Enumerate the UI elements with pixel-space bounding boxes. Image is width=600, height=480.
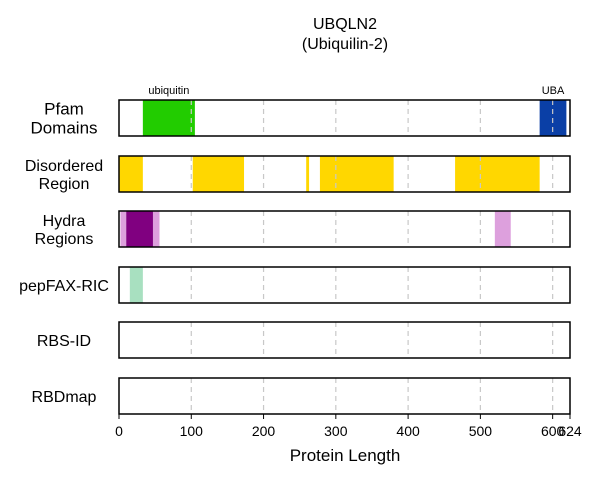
track-frame-4	[118, 321, 571, 359]
x-tick-label-6: 600	[541, 423, 565, 439]
track-frame-3	[118, 266, 571, 304]
x-tick-label-0: 0	[115, 423, 123, 439]
track-frame-2	[118, 210, 571, 248]
segment-2-1	[126, 211, 153, 247]
track-label-2-0: Hydra	[43, 213, 86, 230]
chart-title: UBQLN2	[313, 16, 377, 33]
x-tick-label-7: 624	[558, 423, 582, 439]
domain-label-0-1: UBA	[542, 85, 565, 97]
track-frame-0	[118, 99, 571, 137]
track-frame-5	[118, 377, 571, 415]
track-label-1-0: Disordered	[25, 158, 103, 175]
track-label-1-1: Region	[39, 176, 90, 193]
segment-1-1	[192, 156, 245, 192]
chart-subtitle: (Ubiquilin-2)	[302, 36, 388, 53]
track-label-0-0: Pfam	[44, 100, 84, 119]
segment-1-2	[306, 156, 310, 192]
track-label-3-0: pepFAX-RIC	[19, 278, 109, 295]
segment-0-0	[142, 100, 195, 136]
track-label-0-1: Domains	[30, 119, 97, 138]
segment-2-2	[152, 211, 160, 247]
x-axis-label: Protein Length	[290, 446, 401, 465]
track-label-2-1: Regions	[35, 231, 94, 248]
segment-1-4	[455, 156, 540, 192]
domain-label-0-0: ubiquitin	[148, 85, 189, 97]
track-label-5-0: RBDmap	[32, 389, 97, 406]
track-label-4-0: RBS-ID	[37, 333, 91, 350]
segment-1-3	[319, 156, 394, 192]
segment-2-0	[120, 211, 127, 247]
segment-2-3	[494, 211, 511, 247]
segment-1-0	[119, 156, 143, 192]
segment-3-0	[129, 267, 143, 303]
x-tick-label-3: 300	[324, 423, 348, 439]
x-tick-label-4: 400	[396, 423, 420, 439]
x-tick-label-5: 500	[469, 423, 493, 439]
track-frame-1	[118, 155, 571, 193]
x-tick-label-2: 200	[252, 423, 276, 439]
x-tick-label-1: 100	[180, 423, 204, 439]
